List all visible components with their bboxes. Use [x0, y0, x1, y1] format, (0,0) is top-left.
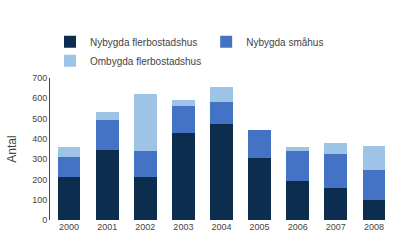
svg-text:Nybygda småhus: Nybygda småhus	[246, 37, 323, 48]
svg-text:Antal: Antal	[5, 135, 19, 162]
svg-text:2000: 2000	[59, 222, 79, 232]
svg-text:Nybygda flerbostadshus: Nybygda flerbostadshus	[90, 37, 197, 48]
svg-text:Ombygda flerbostadshus: Ombygda flerbostadshus	[90, 56, 201, 67]
svg-text:100: 100	[32, 195, 47, 205]
svg-text:500: 500	[32, 114, 47, 124]
svg-text:2001: 2001	[97, 222, 117, 232]
svg-text:300: 300	[32, 154, 47, 164]
svg-text:700: 700	[32, 73, 47, 83]
svg-text:600: 600	[32, 93, 47, 103]
svg-text:2007: 2007	[326, 222, 346, 232]
svg-text:0: 0	[42, 215, 47, 225]
svg-text:200: 200	[32, 175, 47, 185]
svg-text:2003: 2003	[173, 222, 193, 232]
svg-text:2002: 2002	[135, 222, 155, 232]
svg-text:2008: 2008	[364, 222, 384, 232]
svg-text:2005: 2005	[250, 222, 270, 232]
svg-text:400: 400	[32, 134, 47, 144]
svg-text:2006: 2006	[288, 222, 308, 232]
svg-text:2004: 2004	[211, 222, 231, 232]
